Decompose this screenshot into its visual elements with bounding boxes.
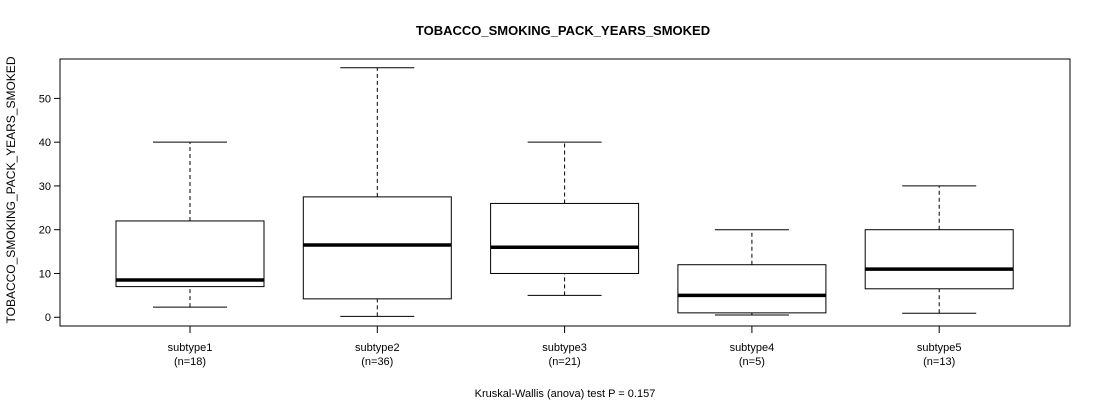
category-label: subtype4 bbox=[730, 342, 775, 354]
iqr-box bbox=[115, 220, 265, 288]
category-label: subtype2 bbox=[355, 342, 400, 354]
y-tick-label: 0 bbox=[45, 312, 51, 324]
y-tick-label: 30 bbox=[39, 181, 51, 193]
iqr-box bbox=[302, 196, 452, 300]
test-caption: Kruskal-Wallis (anova) test P = 0.157 bbox=[475, 388, 656, 400]
y-tick-label: 50 bbox=[39, 93, 51, 105]
category-label: subtype5 bbox=[917, 342, 962, 354]
chart-title: TOBACCO_SMOKING_PACK_YEARS_SMOKED bbox=[416, 23, 710, 38]
category-count: (n=21) bbox=[549, 356, 581, 368]
category-count: (n=36) bbox=[361, 356, 393, 368]
y-tick-label: 10 bbox=[39, 268, 51, 280]
y-tick-label: 40 bbox=[39, 137, 51, 149]
category-count: (n=5) bbox=[739, 356, 765, 368]
category-label: subtype3 bbox=[542, 342, 587, 354]
y-tick-label: 20 bbox=[39, 225, 51, 237]
plot-area: 0 10 20 30 40 50 subtype1 (n=18) subtype2 (n=36) s… bbox=[39, 58, 1071, 368]
iqr-box bbox=[490, 202, 640, 274]
category-count: (n=13) bbox=[923, 356, 955, 368]
iqr-box bbox=[864, 229, 1014, 290]
y-axis-label: TOBACCO_SMOKING_PACK_YEARS_SMOKED bbox=[4, 56, 18, 323]
category-label: subtype1 bbox=[168, 342, 213, 354]
category-count: (n=18) bbox=[174, 356, 206, 368]
iqr-box bbox=[677, 264, 827, 314]
